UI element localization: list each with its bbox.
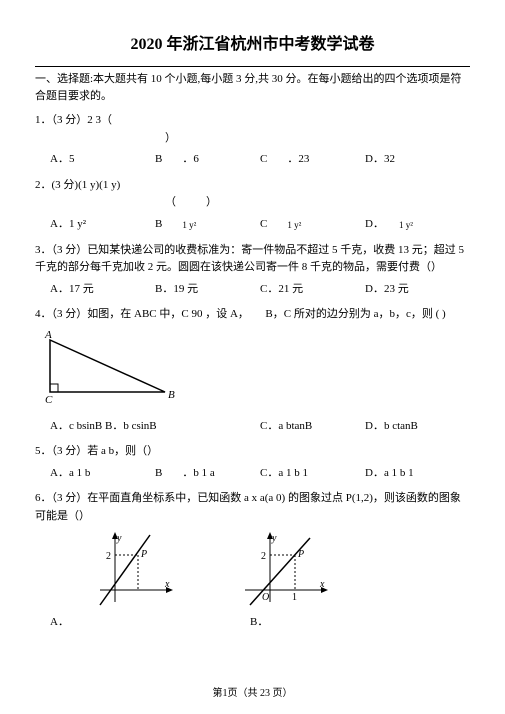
q3-line2: 千克的部分每千克加收 2 元。圆圆在该快递公司寄一件 8 千克的物品，需要付费（… — [35, 259, 470, 277]
page-title: 2020 年浙江省杭州市中考数学试卷 — [35, 30, 470, 54]
q1-opt-c: ．23 — [287, 151, 309, 169]
q5-opt-d: D．a 1 b 1 — [365, 465, 470, 483]
q5-opt-c: C．a 1 b 1 — [260, 465, 365, 483]
q3-options: A．17 元 B．19 元 C．21 元 D．23 元 — [35, 281, 470, 299]
q3-opt-b: B．19 元 — [155, 281, 260, 299]
question-2: 2．(3 分)(1 y)(1 y) （ ） A．1 y² B 1 y² C 1 … — [35, 177, 470, 234]
graph-b-origin: O — [262, 592, 269, 603]
q4-options: A．c bsinB B．b csinB C．a btanB D．b ctanB — [35, 418, 470, 436]
q1-opt-a: A．5 — [50, 151, 155, 169]
triangle-label-b: B — [168, 389, 175, 401]
q2-opt-d: 1 y² — [399, 216, 413, 234]
triangle-label-c: C — [45, 394, 53, 405]
q5-text: 5．（3 分）若 a b，则（） — [35, 443, 470, 461]
graph-a-y2: 2 — [106, 551, 111, 562]
q2-opt-b-sep: B — [155, 216, 162, 234]
page-footer: 第1页（共 23 页） — [0, 684, 505, 699]
q5-opt-b: ．b 1 a — [182, 465, 214, 483]
q5-opt-b-sep: B — [155, 465, 162, 483]
q2-opt-c: 1 y² — [287, 216, 301, 234]
q4-opt-c: C．a btanB — [260, 418, 365, 436]
question-4: 4．（3 分）如图，在 ABC 中，C 90 ，设 A， B，C 所对的边分别为… — [35, 306, 470, 435]
graph-b: 2 P y x O 1 — [240, 530, 335, 610]
q2-opt-a: A．1 y² — [50, 216, 155, 234]
triangle-diagram: A C B — [35, 330, 470, 412]
q1-opt-d: D．32 — [365, 151, 470, 169]
question-5: 5．（3 分）若 a b，则（） A．a 1 b B ．b 1 a C．a 1 … — [35, 443, 470, 482]
question-6: 6．（3 分）在平面直角坐标系中，已知函数 a x a(a 0) 的图象过点 P… — [35, 490, 470, 631]
question-1: 1．（3 分）2 3（ ） A．5 B ．6 C ．23 D．32 — [35, 112, 470, 169]
graph-b-xaxis: x — [319, 579, 325, 590]
graph-a-p: P — [140, 549, 147, 560]
q2-options: A．1 y² B 1 y² C 1 y² D． 1 y² — [35, 216, 470, 234]
q4-text: 4．（3 分）如图，在 ABC 中，C 90 ，设 A， B，C 所对的边分别为… — [35, 306, 470, 324]
graph-a-yaxis: y — [116, 533, 122, 544]
q2-close: （ — [165, 194, 176, 212]
q2-opt-d-sep: D． — [365, 216, 384, 234]
q3-opt-c: C．21 元 — [260, 281, 365, 299]
q1-text: 1．（3 分）2 3（ — [35, 114, 112, 126]
q2-opt-b: 1 y² — [182, 216, 196, 234]
graph-b-one: 1 — [292, 592, 297, 603]
q6-opt-b: B． — [250, 614, 268, 632]
triangle-svg: A C B — [40, 330, 180, 405]
graph-a-xaxis: x — [164, 579, 170, 590]
q6-text: 6．（3 分）在平面直角坐标系中，已知函数 a x a(a 0) 的图象过点 P… — [35, 490, 470, 525]
q4-opt-d: D．b ctanB — [365, 418, 470, 436]
graph-a: 2 P y x — [95, 530, 180, 610]
q2-close2: ） — [206, 194, 217, 212]
q2-opt-c-sep: C — [260, 216, 267, 234]
triangle-label-a: A — [44, 330, 52, 341]
q6-opt-a: A． — [50, 614, 250, 632]
q3-opt-a: A．17 元 — [50, 281, 155, 299]
q6-graphs: 2 P y x 2 P y x O 1 — [35, 530, 470, 610]
section-header: 一、选择题:本大题共有 10 个小题,每小题 3 分,共 30 分。在每小题给出… — [35, 66, 470, 104]
q1-opt-b: ．6 — [182, 151, 199, 169]
q1-options: A．5 B ．6 C ．23 D．32 — [35, 151, 470, 169]
graph-b-y2: 2 — [261, 551, 266, 562]
q3-line1: 3．（3 分）已知某快递公司的收费标准为：寄一件物品不超过 5 千克，收费 13… — [35, 242, 470, 260]
q5-opt-a: A．a 1 b — [50, 465, 155, 483]
q3-opt-d: D．23 元 — [365, 281, 470, 299]
q1-close: ） — [35, 130, 470, 148]
q2-text: 2．(3 分)(1 y)(1 y) — [35, 179, 120, 191]
q1-opt-b-sep: B — [155, 151, 162, 169]
q4-opt-ab: A．c bsinB B．b csinB — [50, 418, 260, 436]
graph-b-p: P — [297, 549, 304, 560]
question-3: 3．（3 分）已知某快递公司的收费标准为：寄一件物品不超过 5 千克，收费 13… — [35, 242, 470, 299]
q5-options: A．a 1 b B ．b 1 a C．a 1 b 1 D．a 1 b 1 — [35, 465, 470, 483]
q1-opt-c-sep: C — [260, 151, 267, 169]
graph-b-yaxis: y — [271, 533, 277, 544]
q6-options: A． B． — [35, 614, 470, 632]
